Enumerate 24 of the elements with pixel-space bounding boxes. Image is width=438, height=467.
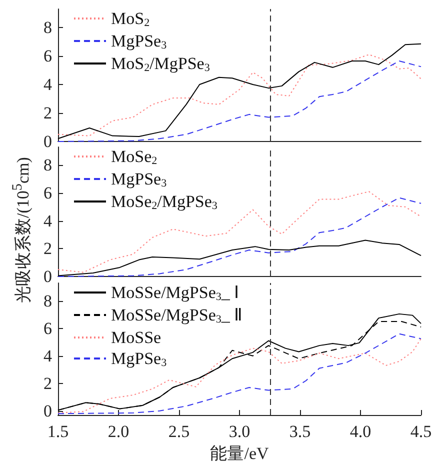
y-tick-label: 0	[44, 401, 52, 420]
y-tick-label: 0	[44, 132, 52, 151]
x-tick-label: 4.0	[350, 422, 372, 441]
y-tick-label: 6	[44, 183, 52, 202]
y-tick-label: 0	[44, 267, 52, 286]
x-axis-title: 能量/eV	[210, 444, 270, 463]
x-tick-label: 3.0	[228, 422, 250, 441]
y-tick-label: 8	[44, 156, 52, 175]
y-tick-label: 4	[44, 211, 52, 230]
x-tick-label: 3.5	[289, 422, 311, 441]
y-tick-label: 6	[44, 318, 52, 338]
y-tick-label: 2	[44, 374, 52, 393]
x-tick-label: 1.5	[47, 422, 69, 441]
x-tick-label: 4.5	[410, 422, 432, 441]
y-tick-label: 4	[44, 75, 52, 94]
y-tick-label: 8	[44, 18, 52, 38]
legend-label: MoSSe	[111, 328, 162, 347]
x-tick-label: 2.5	[168, 422, 190, 441]
y-tick-label: 2	[44, 239, 52, 258]
y-tick-label: 4	[44, 346, 52, 366]
y-tick-label: 6	[44, 46, 52, 66]
y-tick-label: 8	[44, 291, 52, 310]
x-tick-label: 2.0	[108, 422, 130, 441]
y-tick-label: 2	[44, 104, 52, 123]
